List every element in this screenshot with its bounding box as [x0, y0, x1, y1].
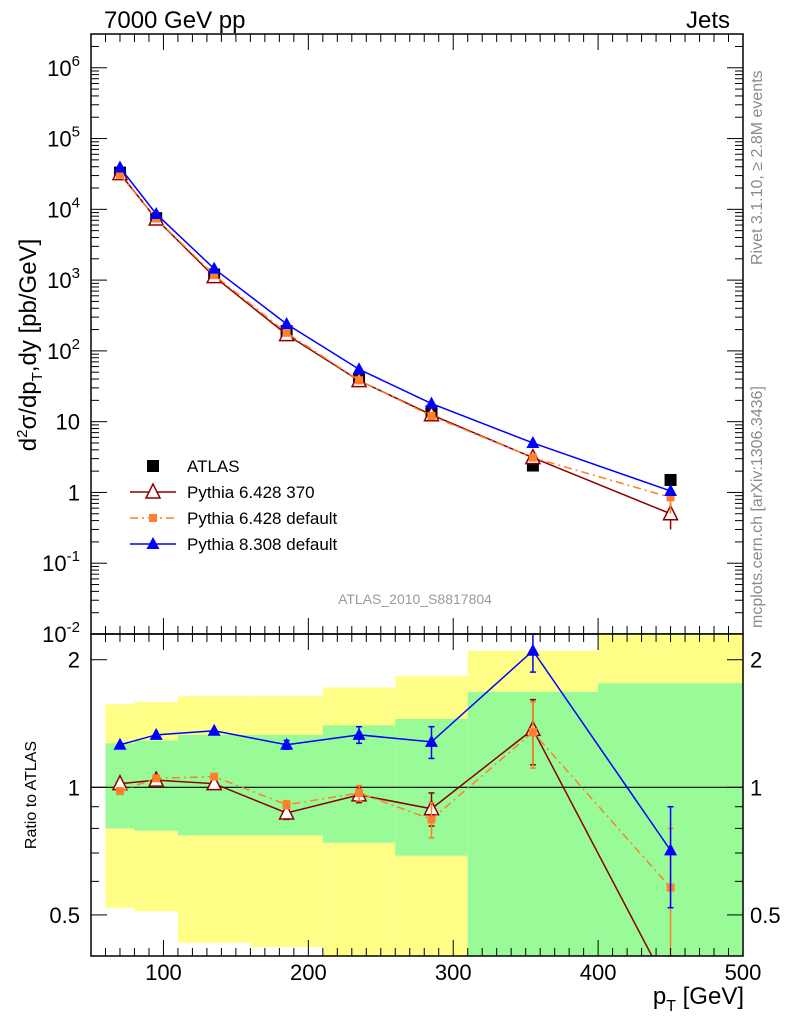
series-atlas: [113, 166, 677, 486]
ratio-y-tick-label-left: 0.5: [49, 903, 80, 928]
legend-item: Pythia 6.428 default: [130, 509, 338, 528]
ratio-y-tick-label-right: 0.5: [750, 903, 781, 928]
data-point: [664, 483, 678, 496]
data-point: [280, 316, 294, 329]
ratio-data-point: [280, 737, 294, 750]
x-tick-label: 200: [290, 960, 327, 985]
ratio-data-point: [526, 643, 540, 656]
ratio-series-line: [119, 731, 672, 889]
legend-item: ATLAS: [147, 457, 240, 476]
legend-label: Pythia 8.308 default: [187, 535, 338, 554]
ratio-series-pythia-8-308-default: [113, 633, 678, 909]
y-tick-label: 104: [47, 194, 80, 222]
data-point: [666, 493, 675, 502]
ratio-y-tick-label-left: 1: [68, 775, 80, 800]
mcplots-text: mcplots.cern.ch [arXiv:1306.3436]: [749, 386, 766, 628]
ratio-plot-panel: 0.5 0.5 1 1 2 2 100 200 300 400 500 Ratio to ATLA…: [23, 633, 781, 1015]
series-line: [119, 167, 671, 492]
x-tick-label: 400: [580, 960, 617, 985]
ratio-data-point: [115, 787, 124, 796]
data-point: [664, 473, 677, 486]
legend-marker: [146, 537, 160, 549]
ratio-data-point: [205, 774, 223, 791]
data-point: [115, 170, 124, 179]
legend-label: ATLAS: [187, 457, 240, 476]
series-pythia-8-308-default: [113, 160, 678, 496]
legend-item: Pythia 6.428 370: [130, 482, 315, 502]
y-tick-label: 10-1: [42, 548, 80, 576]
data-point: [427, 412, 436, 421]
y-tick-label: 103: [47, 265, 80, 293]
data-point: [424, 396, 438, 409]
legend-marker: [149, 514, 157, 522]
ratio-data-point: [352, 727, 366, 740]
uncertainty-band-inner: [322, 725, 396, 843]
ratio-data-point: [207, 723, 221, 736]
ratio-y-axis-ticks: 0.5 0.5 1 1 2 2: [49, 648, 781, 957]
ratio-data-point: [113, 737, 127, 750]
ratio-y-tick-label-right: 2: [750, 648, 762, 673]
main-y-axis-ticks: 10-2 10-1 1 10 102 103 104 105 106: [42, 33, 744, 647]
ratio-data-point: [355, 788, 364, 797]
data-point: [528, 453, 537, 462]
x-axis-label: pT [GeV]: [653, 983, 744, 1015]
data-point: [352, 362, 366, 375]
data-point: [210, 271, 219, 280]
ratio-data-point: [427, 815, 436, 824]
y-tick-label: 10: [56, 410, 80, 435]
y-tick-label: 102: [47, 336, 80, 364]
data-point: [207, 261, 221, 274]
y-tick-label: 105: [47, 124, 80, 152]
header-right: Jets: [686, 7, 730, 34]
data-point: [282, 328, 291, 337]
ratio-y-tick-label-right: 1: [750, 775, 762, 800]
legend-marker: [144, 482, 162, 499]
series-line: [119, 174, 671, 499]
analysis-watermark: ATLAS_2010_S8817804: [338, 591, 492, 607]
ratio-plot-content: [91, 633, 743, 957]
ratio-series-line: [119, 649, 672, 851]
data-point: [149, 206, 163, 219]
rivet-version-text: Rivet 3.1.10, ≥ 2.8M events: [749, 70, 766, 265]
data-point: [526, 435, 540, 448]
main-plot-panel: 10-2 10-1 1 10 102 103 104 105 106 d2σ/dpT,dy [p…: [14, 33, 744, 647]
x-tick-label: 100: [145, 960, 182, 985]
ratio-y-tick-label-left: 2: [68, 648, 80, 673]
legend-label: Pythia 6.428 370: [187, 483, 315, 502]
legend: ATLAS Pythia 6.428 370 Pythia 6.428 defaul…: [130, 457, 338, 554]
main-plot-content: [111, 160, 679, 530]
ratio-data-point: [282, 800, 291, 809]
y-tick-label: 106: [47, 53, 80, 81]
y-tick-label: 10-2: [42, 619, 80, 647]
y-tick-label: 1: [68, 480, 80, 505]
ratio-data-point: [210, 772, 219, 781]
legend-item: Pythia 8.308 default: [130, 535, 338, 554]
ratio-data-point: [152, 774, 161, 783]
data-point: [113, 160, 127, 173]
ratio-y-axis-label: Ratio to ATLAS: [23, 741, 40, 849]
data-point: [355, 376, 364, 385]
main-y-axis-label: d2σ/dpT,dy [pb/GeV]: [14, 239, 46, 451]
header-left: 7000 GeV pp: [104, 7, 245, 34]
x-tick-label: 300: [435, 960, 472, 985]
legend-marker: [147, 460, 159, 472]
legend-label: Pythia 6.428 default: [187, 509, 338, 528]
x-tick-label: 500: [725, 960, 762, 985]
ratio-x-axis-ticks: 100 200 300 400 500: [90, 634, 762, 985]
ratio-data-point: [664, 843, 678, 856]
ratio-data-point: [149, 727, 163, 740]
ratio-series-line: [119, 728, 653, 956]
ratio-series-pythia-6-428-default: [115, 701, 675, 957]
ratio-data-point: [528, 728, 537, 737]
ratio-data-point: [424, 734, 438, 747]
ratio-data-point: [278, 803, 295, 820]
ratio-plot-frame: [90, 633, 744, 957]
